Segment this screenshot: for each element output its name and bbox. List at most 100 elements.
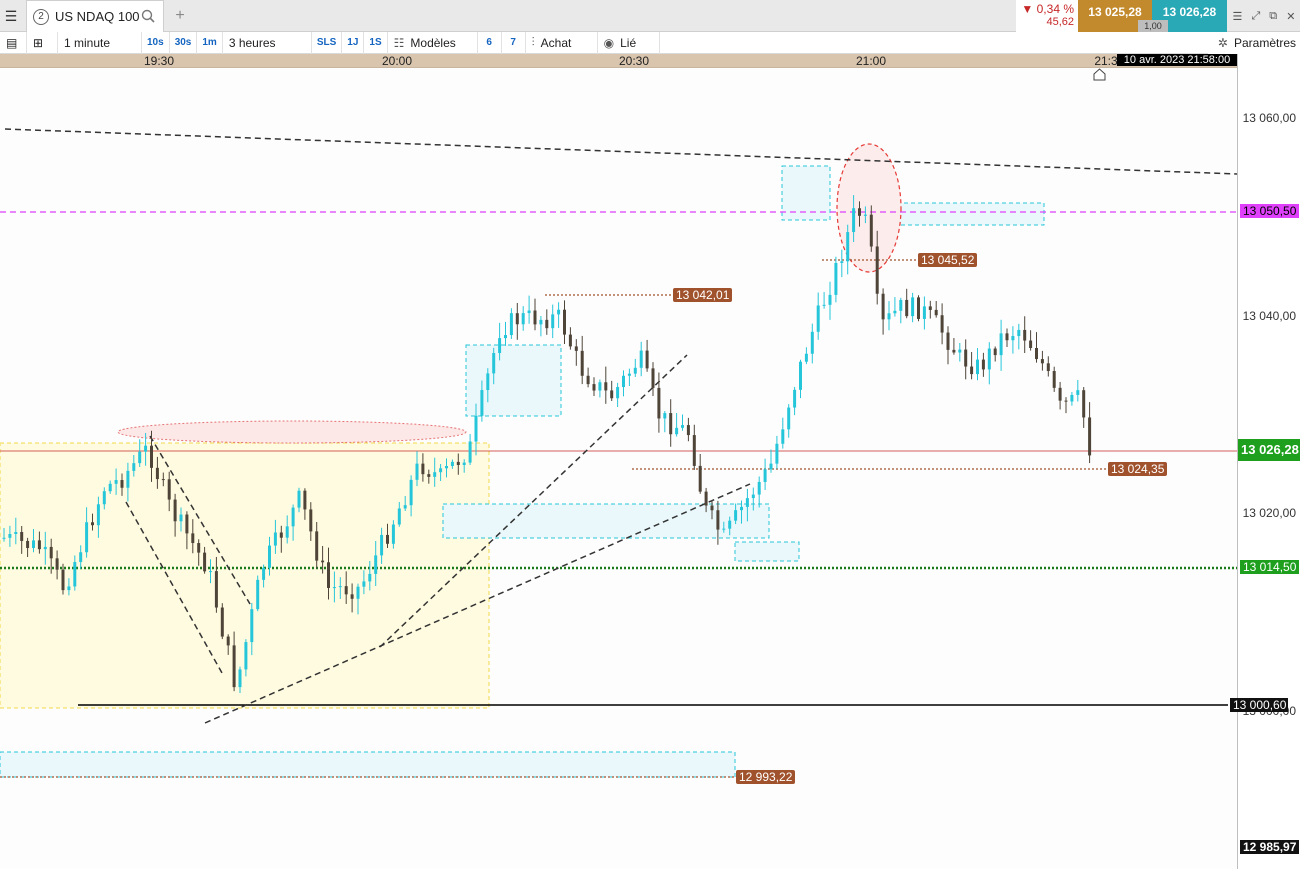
- blue-zone[interactable]: [781, 165, 831, 221]
- price-tick: 13 040,00: [1242, 309, 1296, 323]
- candle-body: [155, 467, 159, 480]
- candle-body: [899, 299, 903, 311]
- range-1s-button[interactable]: 1S: [364, 31, 388, 54]
- range-select[interactable]: 3 heures: [223, 31, 312, 54]
- models-button[interactable]: ☷ Modèles: [388, 31, 478, 54]
- blue-zone[interactable]: [442, 503, 770, 539]
- green-level-badge: 13 014,50: [1240, 560, 1300, 574]
- candle-body: [1076, 390, 1080, 395]
- candle-body: [386, 534, 389, 544]
- trend-line[interactable]: [379, 354, 688, 648]
- candle-body: [480, 390, 484, 416]
- candle-body: [126, 470, 130, 488]
- candle-body: [863, 214, 867, 216]
- candle-body: [114, 480, 118, 484]
- settings-button[interactable]: ✲ Paramètres: [1207, 32, 1300, 54]
- red-ellipse[interactable]: [836, 143, 902, 273]
- candle-body: [439, 468, 443, 473]
- layout-grid-icon[interactable]: ⊞: [27, 31, 58, 54]
- candle-body: [120, 480, 124, 488]
- blue-zone[interactable]: [465, 344, 562, 417]
- interval-10s-button[interactable]: 10s: [142, 31, 170, 54]
- candle-body: [893, 310, 897, 314]
- candle-body: [374, 555, 378, 574]
- candle-body: [728, 520, 732, 529]
- candle-body: [775, 443, 779, 464]
- candle-body: [592, 384, 596, 391]
- candle-body: [816, 305, 820, 332]
- preset-7-button[interactable]: 7: [502, 31, 526, 54]
- candle-body: [297, 490, 301, 508]
- time-tick: 20:00: [381, 54, 413, 68]
- preset-6-button[interactable]: 6: [478, 31, 502, 54]
- range-1j-button[interactable]: 1J: [342, 31, 365, 54]
- sell-price-button[interactable]: 13 025,28: [1078, 0, 1152, 32]
- search-icon[interactable]: [141, 9, 155, 23]
- interval-select[interactable]: 1 minute: [58, 31, 142, 54]
- candle-body: [757, 481, 761, 495]
- candle-body: [1005, 333, 1009, 341]
- change-absolute: 45,62: [1046, 16, 1074, 28]
- candlestick-series[interactable]: [2, 195, 1092, 694]
- candle-body: [905, 299, 909, 317]
- interval-1m-button[interactable]: 1m: [197, 31, 223, 54]
- candle-body: [214, 571, 218, 608]
- chart-plot-area[interactable]: 13 045,52 13 042,01 13 024,35 12 993,22: [0, 68, 1237, 869]
- black-level-badge: 13 000,60: [1230, 698, 1288, 712]
- candle-body: [26, 540, 30, 549]
- popout-icon[interactable]: ⧉: [1269, 9, 1278, 22]
- candle-body: [976, 359, 979, 375]
- price-axis[interactable]: 13 060,00 13 040,00 13 020,00 13 000,00 …: [1237, 54, 1300, 869]
- instrument-tab[interactable]: 2 US NDAQ 100: [26, 0, 164, 32]
- quantity-field[interactable]: 1,00: [1138, 20, 1168, 32]
- red-ellipse[interactable]: [117, 420, 467, 444]
- home-marker-icon[interactable]: [1093, 68, 1106, 81]
- candle-body: [427, 474, 431, 477]
- list-icon[interactable]: ☰: [1232, 10, 1243, 23]
- candle-body: [468, 441, 472, 463]
- candle-body: [85, 522, 89, 553]
- candle-body: [793, 389, 797, 408]
- candle-body: [952, 349, 956, 353]
- candle-body: [515, 313, 519, 325]
- candle-body: [191, 533, 195, 544]
- magenta-level-badge: 13 050,50: [1240, 204, 1300, 218]
- candle-body: [740, 506, 743, 511]
- blue-zone[interactable]: [734, 541, 800, 562]
- trend-lines[interactable]: [4, 128, 1237, 724]
- time-axis[interactable]: 19:30 20:00 20:30 21:00 21:3: [0, 54, 1237, 68]
- candle-body: [934, 309, 938, 316]
- range-sls-button[interactable]: SLS: [312, 31, 343, 54]
- candle-body: [704, 491, 708, 506]
- expand-icon[interactable]: ⤢: [1251, 9, 1261, 22]
- candle-body: [456, 461, 460, 466]
- candle-body: [421, 463, 425, 475]
- add-tab-icon[interactable]: +: [175, 7, 185, 24]
- eye-icon: ◉: [603, 35, 615, 50]
- candle-body: [557, 309, 561, 315]
- candle-body: [268, 545, 271, 568]
- candle-body: [380, 534, 384, 556]
- interval-30s-button[interactable]: 30s: [170, 31, 198, 54]
- list-view-icon[interactable]: ▤: [0, 31, 27, 54]
- candle-body: [799, 361, 802, 390]
- chart-canvas[interactable]: [0, 68, 1237, 869]
- candle-body: [887, 313, 891, 320]
- trend-line[interactable]: [149, 435, 251, 605]
- trend-line[interactable]: [4, 128, 1237, 175]
- trend-line[interactable]: [125, 501, 223, 674]
- trend-line[interactable]: [204, 483, 751, 724]
- blue-zone[interactable]: [0, 751, 736, 778]
- blue-zone[interactable]: [868, 202, 1045, 226]
- candle-body: [504, 335, 507, 339]
- candle-body: [474, 415, 478, 442]
- candle-body: [49, 546, 53, 559]
- close-icon[interactable]: ✕: [1286, 10, 1296, 23]
- candle-body: [96, 504, 100, 526]
- candle-body: [769, 463, 773, 470]
- candle-body: [356, 586, 360, 599]
- hamburger-menu-icon[interactable]: ☰: [4, 7, 18, 24]
- buy-button[interactable]: ⫶ Achat: [526, 31, 598, 54]
- level-label-13045: 13 045,52: [918, 253, 978, 267]
- linked-button[interactable]: ◉ Lié: [598, 31, 660, 54]
